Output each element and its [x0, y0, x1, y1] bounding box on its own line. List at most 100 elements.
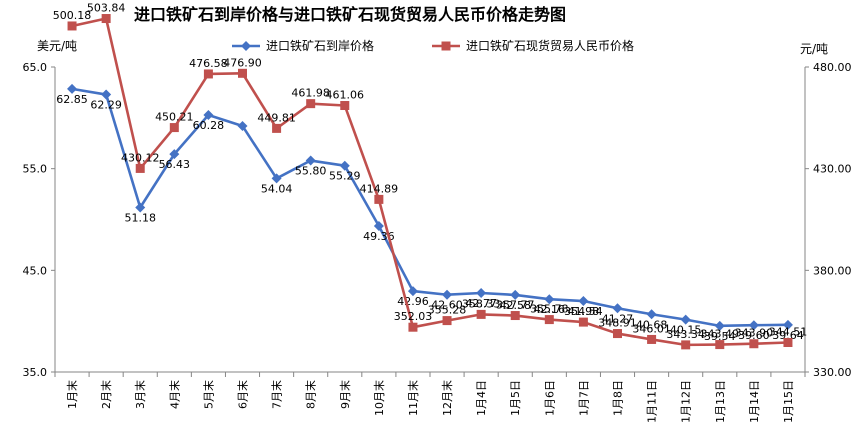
- x-category-label: 8月末: [304, 380, 318, 409]
- series-2-data-label: 346.01: [632, 322, 671, 335]
- series-2-point: [67, 21, 77, 31]
- left-axis-unit: 美元/吨: [37, 39, 77, 53]
- series-2-point: [169, 123, 179, 133]
- x-category-label: 7月末: [270, 380, 284, 409]
- series-1-point: [646, 309, 657, 320]
- series-2-data-label: 358.33: [462, 297, 501, 310]
- series-1-data-label: 55.29: [329, 170, 361, 183]
- x-category-label: 1月11日: [646, 380, 659, 423]
- series-1-data-label: 56.43: [159, 158, 191, 171]
- series-1-point: [135, 202, 146, 213]
- series-2-data-label: 476.58: [189, 57, 228, 70]
- series-1-point: [442, 289, 453, 300]
- left-tick-label: 65.0: [23, 61, 48, 74]
- series-2-point: [647, 334, 657, 344]
- series-2-data-label: 476.90: [223, 56, 262, 69]
- series-2-data-label: 461.98: [291, 87, 330, 100]
- series-2-point: [101, 14, 111, 24]
- series-2-data-label: 348.91: [598, 317, 637, 330]
- x-category-label: 1月5日: [509, 380, 522, 416]
- series-1-data-label: 39.64: [772, 329, 804, 342]
- series-1-data-label: 54.04: [261, 182, 293, 195]
- series-1-point: [101, 89, 112, 100]
- series-1-data-label: 40.15: [670, 324, 702, 337]
- series-1-data-label: 39.60: [738, 329, 770, 342]
- series-2-data-label: 355.28: [428, 304, 467, 317]
- legend: 进口铁矿石到岸价格 进口铁矿石现货贸易人民币价格: [232, 38, 634, 53]
- series-1-point: [407, 286, 418, 297]
- series-1-point: [748, 320, 759, 331]
- series-2-data-label: 344.51: [769, 325, 808, 338]
- series-1-data-label: 42.96: [397, 295, 429, 308]
- series-2-data-label: 343.34: [666, 328, 705, 341]
- x-category-label: 11月末: [406, 380, 420, 416]
- x-category-label: 5月末: [201, 380, 215, 409]
- series-2-point: [510, 311, 520, 321]
- x-category-label: 1月15日: [782, 380, 795, 423]
- series-1-data-label: 42.58: [499, 299, 531, 312]
- legend-label-2: 进口铁矿石现货贸易人民币价格: [466, 38, 634, 53]
- series-line-2: [71, 17, 789, 347]
- series-1-data-label: 40.68: [636, 318, 668, 331]
- series-2-data-label: 355.78: [530, 303, 569, 316]
- series-1-data-label: 42.77: [465, 297, 497, 310]
- left-tick-label: 35.0: [23, 366, 48, 379]
- chart-title: 进口铁矿石到岸价格与进口铁矿石现货贸易人民币价格走势图: [134, 5, 566, 24]
- series-1-point: [714, 320, 725, 331]
- series-2-point: [613, 329, 622, 339]
- right-axis-unit: 元/吨: [800, 42, 828, 56]
- series-2-data-label: 414.89: [360, 182, 399, 195]
- left-tick-label: 55.0: [23, 163, 48, 176]
- series-2-data-label: 450.21: [155, 111, 194, 124]
- series-2-point: [442, 316, 452, 326]
- series-2-point: [749, 339, 759, 349]
- series-1-point: [67, 83, 78, 94]
- series-1-data-label: 42.16: [534, 303, 566, 316]
- x-category-label: 6月末: [236, 380, 250, 409]
- series-2-data-label: 461.06: [326, 89, 365, 102]
- series-1-data-label: 42.60: [431, 299, 463, 312]
- series-1-point: [305, 155, 316, 166]
- x-category-label: 1月末: [65, 380, 79, 409]
- series-2-point: [340, 101, 350, 111]
- series-2-data-label: 354.54: [564, 305, 603, 318]
- series-1-point: [510, 289, 521, 300]
- series-line-1: [71, 87, 788, 328]
- series-1-point: [271, 173, 282, 184]
- series-1-point: [373, 221, 384, 232]
- series-2-point: [203, 69, 213, 79]
- series-1-point: [237, 120, 248, 131]
- series-1-data-label: 55.80: [295, 165, 327, 178]
- series-2-point: [578, 317, 588, 327]
- series-2-data-label: 352.03: [394, 310, 433, 323]
- series-2-data-label: 343.90: [735, 327, 774, 340]
- series-2-point: [544, 315, 554, 325]
- series-1-data-label: 41.98: [568, 305, 600, 318]
- x-category-label: 1月7日: [577, 380, 590, 416]
- series-1-data-label: 41.27: [602, 312, 634, 325]
- series-1-point: [612, 303, 623, 314]
- right-tick-label: 480.00: [813, 61, 852, 74]
- right-tick-label: 380.00: [813, 264, 852, 277]
- series-2-point: [135, 163, 145, 173]
- axes: 35.0 45.0 55.0 65.0 330.00 380.00 430.00 480.00…: [23, 61, 852, 423]
- x-category-label: 1月14日: [748, 380, 761, 423]
- x-category-label: 12月末: [440, 380, 454, 416]
- series-2-data-label: 449.81: [257, 111, 296, 124]
- series-1-data-label: 60.28: [193, 119, 225, 132]
- right-tick-label: 330.00: [813, 366, 852, 379]
- series-2-data-label: 503.84: [87, 2, 126, 15]
- series-1-point: [203, 109, 214, 120]
- legend-label-1: 进口铁矿石到岸价格: [266, 38, 374, 53]
- series-1-point: [169, 149, 180, 160]
- x-category-label: 1月13日: [714, 380, 727, 423]
- series-2-point: [408, 322, 418, 332]
- x-category-label: 3月末: [133, 380, 147, 409]
- series-1-point: [578, 296, 589, 307]
- series-1-data-label: 51.18: [124, 212, 156, 225]
- x-category-label: 1月4日: [475, 380, 488, 416]
- x-category-label: 9月末: [338, 380, 352, 409]
- series-1-point: [782, 319, 793, 330]
- x-category-label: 2月末: [99, 380, 113, 409]
